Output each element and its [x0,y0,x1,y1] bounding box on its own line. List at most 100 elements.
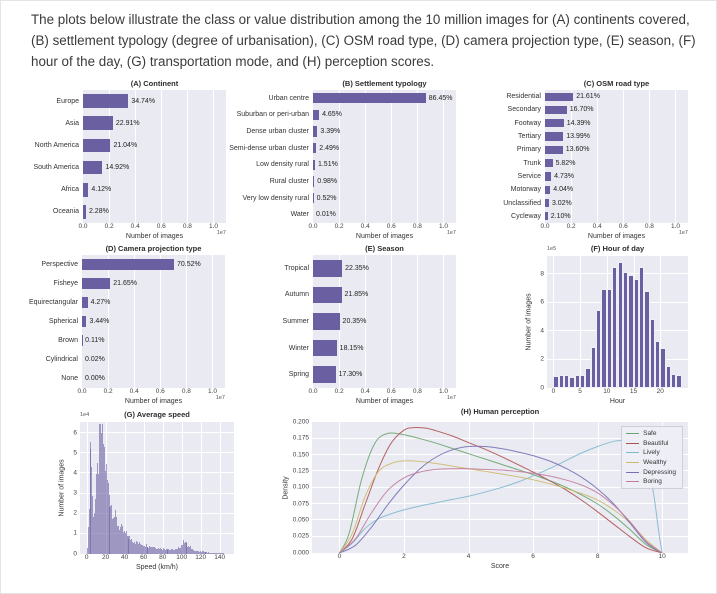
bar [545,159,553,168]
histogram-bar [590,346,597,388]
density-bar [108,495,110,554]
density-bar [91,467,93,554]
bar-row: 16.70% [545,103,688,116]
x-axis-label: Score [490,563,510,570]
x-axis-label: Number of images [355,398,414,405]
value-label: 5.82% [555,159,576,167]
density-bar [184,542,186,554]
density-bar [90,441,92,554]
density-bar [131,539,133,554]
density-bar [136,540,138,554]
density-bar [157,547,159,554]
x-tick-label: 0.4 [592,223,602,230]
category-label: Residential [506,93,541,101]
y-tick-label: 3 [73,489,77,497]
plot-area: 70.52% 21.65% 4.27% 3.44% 0.11% 0.02% 0.00% [82,255,225,388]
x-tick-label: 1.0 [438,223,448,230]
kde-curve-depressing [339,445,663,553]
bar [313,339,337,357]
x-axis-ticks: 0 2 4 6 8 10 [312,553,688,562]
x-tick-label: 0.0 [77,388,87,395]
category-label: Cylindrical [45,356,78,363]
density-bar [156,548,157,554]
x-tick-label: 0.4 [360,223,370,230]
density-bar [127,538,129,554]
value-label: 86.45% [428,94,453,102]
density-bar [195,551,197,554]
y-tick-label: 2 [540,355,544,363]
x-tick-label: 0 [337,553,342,560]
chart-title: (D) Camera projection type [105,244,202,253]
category-label: Semi-dense urban cluster [229,144,309,152]
density-bar [150,547,152,554]
density-bar [101,423,103,554]
density-bar [111,505,113,554]
bar [83,182,89,197]
y-tick-label: 1 [73,529,77,537]
density-bar [132,542,134,554]
legend-item: Wealthy [626,459,676,466]
gridline-horizontal [80,452,234,454]
y-tick-label: 0.100 [292,483,309,491]
plot-area: 22.35% 21.85% 20.35% 18.15% 17.30% [313,255,456,388]
axis-offset-label: 1e7 [446,395,456,401]
category-label: Primary [516,146,541,154]
gridline-vertical [391,90,393,223]
y-tick-label: 8 [540,270,544,278]
gridline-vertical [161,90,163,223]
value-label: 4.04% [553,186,574,194]
bar [545,212,548,221]
density-bar [169,549,171,554]
density-bar [167,549,169,554]
y-tick-label: 0 [540,383,544,391]
histogram-bar [596,309,602,388]
density-bar [112,518,114,554]
category-label: Perspective [41,261,78,268]
bar-row: 17.30% [313,361,456,388]
gridline-vertical [365,255,367,388]
category-label: Oceania [52,208,79,216]
bar [545,92,574,101]
density-bar [152,547,154,554]
y-tick-label: 4 [73,469,77,477]
chart-title: (B) Settlement typology [342,79,427,88]
value-label: 0.00% [85,375,105,382]
density-bar [181,544,183,554]
density-bar [130,540,132,554]
gridline-vertical [417,90,419,223]
category-labels: Europe Asia North America South America Afri… [31,90,83,223]
value-label: 34.74% [131,97,156,105]
y-axis-label-text: Number of images [58,459,65,517]
legend-line-swatch [626,433,640,435]
x-tick-label: 0.8 [412,223,422,230]
value-label: 14.39% [566,119,591,127]
legend-item: Lively [626,449,676,456]
gridline-vertical [649,90,651,223]
category-label: Cycleway [511,212,541,220]
y-tick-label: 0 [73,549,77,557]
category-label: Tertiary [518,133,541,141]
density-bar [190,546,192,554]
density-bar [183,542,185,554]
x-tick-label: 0.8 [644,223,654,230]
value-label: 3.44% [89,318,110,325]
histogram-bar [564,374,570,388]
x-tick-label: 0.0 [540,223,550,230]
bar [83,94,129,108]
bar [313,286,342,304]
x-tick-label: 0.4 [130,223,140,230]
density-bar [119,527,121,554]
y-tick-label: 0.000 [292,548,309,556]
density-bar [211,552,213,554]
bar-row: 3.02% [545,196,688,209]
density-bar [207,552,209,554]
plot-area: 34.74% 22.91% 21.04% 14.92% 4.12% 2.28% [83,90,226,223]
x-tick-label: 0.0 [308,223,318,230]
histogram-bar [660,347,666,388]
value-label: 0.98% [317,177,338,185]
gridline-vertical [109,90,111,223]
category-label: Trunk [523,159,541,167]
density-bar [113,518,115,554]
y-axis-ticks: 0 2 4 6 8 [533,256,547,391]
